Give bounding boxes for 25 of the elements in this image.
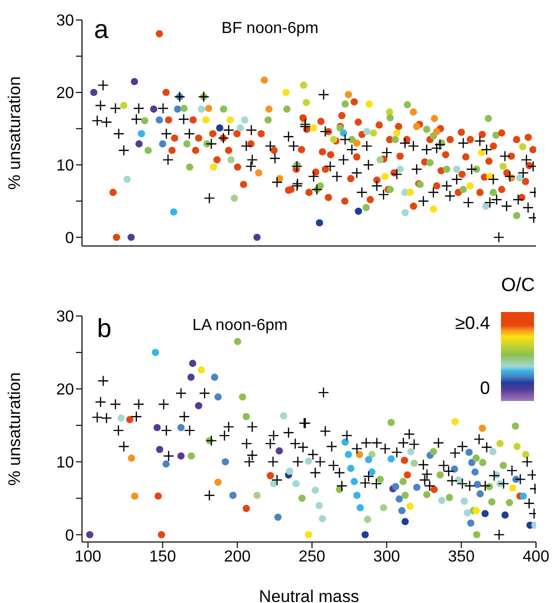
x-tick-label: 200 [224, 548, 251, 566]
x-tick-label: 400 [522, 548, 550, 566]
x-axis-title: Neutral mass [258, 587, 360, 603]
chart-title: BF noon-6pm [220, 20, 320, 38]
y-tick-label: 20 [56, 85, 74, 102]
x-tick-label: 100 [74, 548, 102, 566]
color-bar-title: O/C [500, 275, 536, 297]
x-tick-label: 250 [298, 548, 326, 566]
y-tick-label: 0 [65, 527, 74, 544]
annotation: b [97, 313, 112, 344]
y-axis-title: % unsaturation [5, 372, 24, 486]
x-tick-label: 150 [149, 548, 176, 566]
chart-title: LA noon-6pm [191, 317, 289, 335]
y-tick-label: 30 [56, 12, 74, 30]
y-axis-title: % unsaturation [5, 76, 24, 190]
annotation: 0 [480, 378, 490, 399]
y-tick-label: 10 [56, 158, 74, 175]
y-tick-label: 10 [56, 454, 74, 472]
y-tick-label: 0 [65, 230, 74, 247]
y-tick-label: 20 [56, 382, 74, 399]
annotation: a [94, 14, 108, 45]
y-tick-label: 30 [56, 308, 74, 326]
x-tick-label: 350 [448, 548, 475, 566]
x-tick-label: 300 [373, 548, 400, 566]
annotation: ≥0.4 [455, 313, 490, 334]
